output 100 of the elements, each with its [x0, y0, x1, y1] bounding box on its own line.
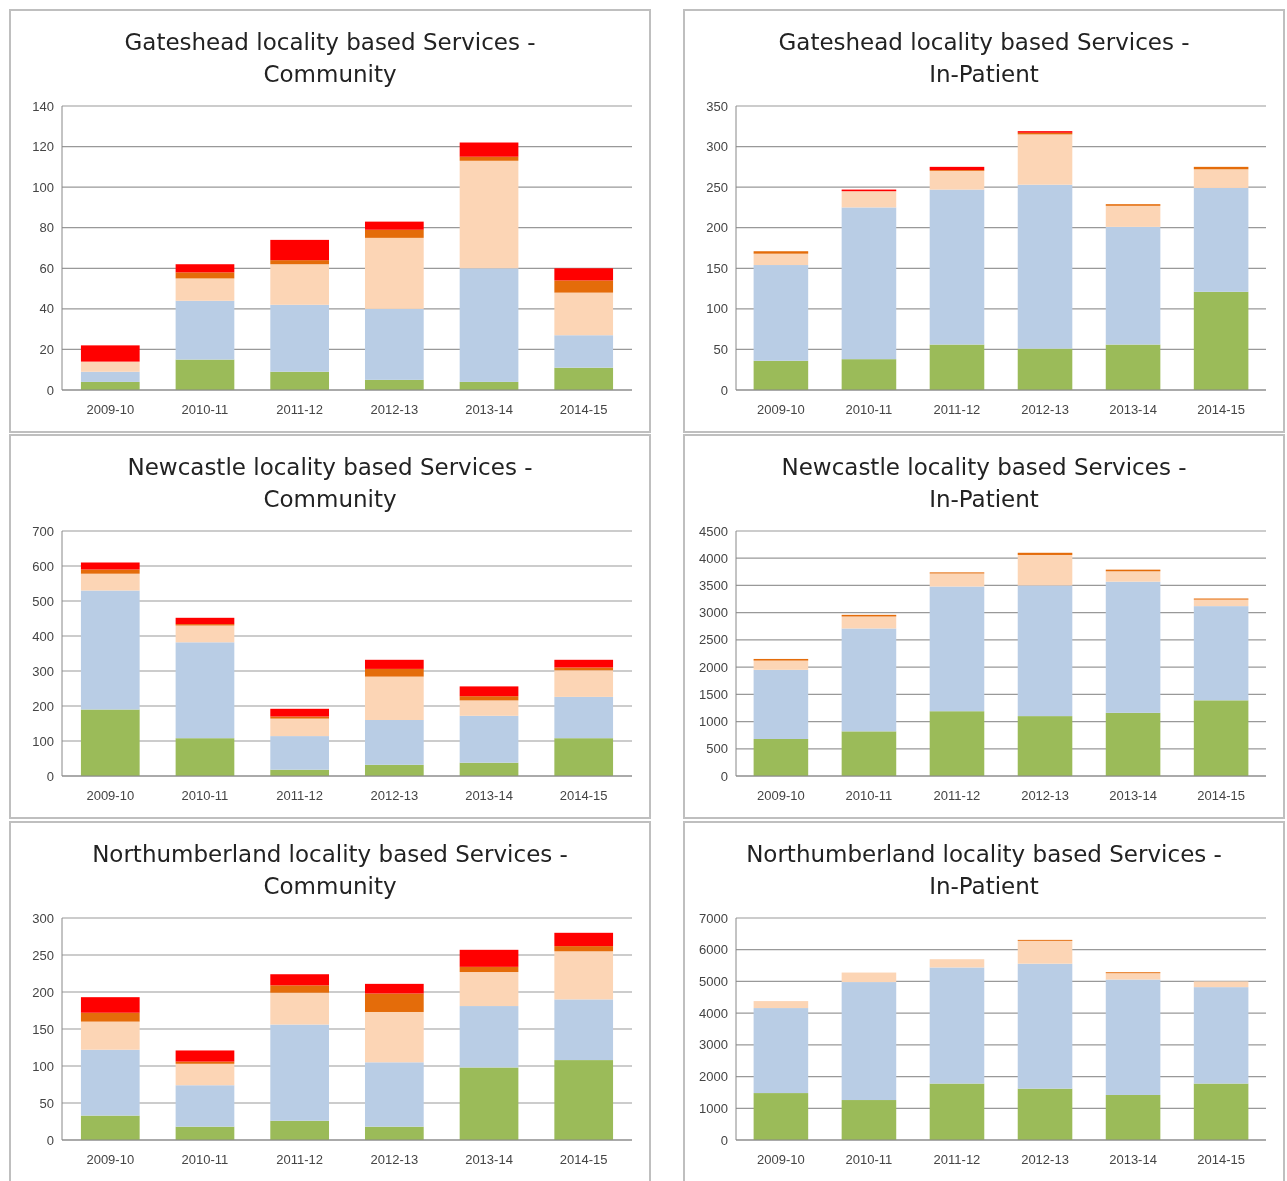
bar [1105, 979, 1161, 1095]
bar [270, 992, 330, 1025]
y-tick-label: 2500 [699, 632, 728, 648]
y-tick-label: 250 [32, 947, 54, 963]
bar [1193, 291, 1249, 390]
x-tick-label: 2009-10 [757, 402, 805, 417]
bar [270, 239, 330, 261]
bar [841, 1100, 897, 1140]
x-tick-label: 2013-14 [465, 788, 513, 803]
bar [1017, 585, 1073, 717]
bar [80, 573, 140, 591]
y-tick-label: 0 [720, 1132, 728, 1148]
bar [80, 345, 140, 362]
bar [364, 1062, 424, 1127]
bar [459, 700, 519, 716]
bar [270, 718, 330, 737]
y-tick-label: 4000 [699, 1005, 728, 1021]
x-tick-label: 2014-15 [1197, 788, 1245, 803]
x-tick-label: 2010-11 [845, 402, 893, 417]
y-tick-label: 50 [39, 1095, 54, 1111]
y-tick-label: 500 [32, 593, 54, 609]
y-tick-label: 3000 [699, 1037, 728, 1053]
bar [1193, 987, 1249, 1084]
bar [1017, 963, 1073, 1089]
bar [80, 1115, 140, 1140]
y-tick-label: 0 [46, 382, 54, 398]
y-tick-label: 100 [706, 301, 728, 317]
y-tick-label: 300 [32, 910, 54, 926]
bar [270, 974, 330, 986]
bar [80, 1021, 140, 1050]
bar [459, 696, 519, 701]
bar [1193, 700, 1249, 776]
bar [1105, 344, 1161, 390]
x-tick-label: 2014-15 [1197, 1152, 1245, 1167]
bar [175, 278, 235, 301]
bar [1105, 581, 1161, 713]
bar [753, 669, 809, 739]
bar [364, 229, 424, 238]
x-tick-label: 2009-10 [86, 402, 135, 417]
y-tick-label: 0 [46, 1132, 54, 1148]
chart-title: Gateshead locality based Services - Community [124, 29, 536, 87]
bar [80, 1012, 140, 1022]
x-tick-label: 2011-12 [276, 788, 324, 803]
bar [80, 1049, 140, 1116]
bar [1017, 716, 1073, 776]
y-tick-label: 0 [46, 768, 54, 784]
bar [753, 1001, 809, 1009]
bar [459, 268, 519, 382]
y-tick-label: 0 [720, 382, 728, 398]
y-tick-label: 80 [39, 220, 54, 236]
y-tick-label: 2000 [699, 659, 728, 675]
bar [80, 997, 140, 1013]
x-tick-label: 2012-13 [1021, 788, 1069, 803]
x-tick-label: 2009-10 [86, 788, 135, 803]
bar [175, 272, 235, 279]
y-tick-label: 150 [32, 1021, 54, 1037]
bar [1193, 981, 1249, 988]
y-tick-label: 350 [706, 98, 728, 114]
bar [80, 569, 140, 574]
y-tick-label: 500 [706, 741, 728, 757]
chart-title: Northumberland locality based Services - In-Patient [746, 841, 1222, 899]
x-tick-label: 2013-14 [1109, 1152, 1157, 1167]
x-tick-label: 2011-12 [276, 402, 324, 417]
x-tick-label: 2014-15 [559, 402, 608, 417]
bar [1017, 552, 1073, 555]
bar [459, 715, 519, 763]
x-tick-label: 2009-10 [86, 1152, 135, 1167]
y-tick-label: 3500 [699, 577, 728, 593]
bar [1105, 571, 1161, 582]
bar [80, 361, 140, 372]
y-tick-label: 1000 [699, 714, 728, 730]
bar [841, 972, 897, 983]
bar [753, 253, 809, 266]
x-tick-label: 2012-13 [1021, 402, 1069, 417]
x-tick-label: 2013-14 [1109, 788, 1157, 803]
bar [175, 1050, 235, 1062]
bar [554, 292, 614, 336]
bar [459, 156, 519, 161]
bar [554, 999, 614, 1061]
bar [554, 268, 614, 281]
x-tick-label: 2011-12 [276, 1152, 324, 1167]
bar [753, 265, 809, 361]
y-tick-label: 100 [32, 1058, 54, 1074]
bar [841, 628, 897, 732]
bar [929, 189, 985, 345]
y-tick-label: 2000 [699, 1069, 728, 1085]
bar [364, 983, 424, 994]
bar [1017, 940, 1073, 964]
y-tick-label: 5000 [699, 973, 728, 989]
y-tick-label: 120 [32, 139, 54, 155]
bar [753, 360, 809, 390]
bar [1017, 184, 1073, 349]
bar [1105, 205, 1161, 227]
bar [270, 1024, 330, 1121]
bar [175, 1063, 235, 1086]
y-tick-label: 60 [39, 260, 54, 276]
bar [1017, 134, 1073, 185]
bar [270, 985, 330, 993]
bar [1193, 1083, 1249, 1140]
y-tick-label: 100 [32, 733, 54, 749]
